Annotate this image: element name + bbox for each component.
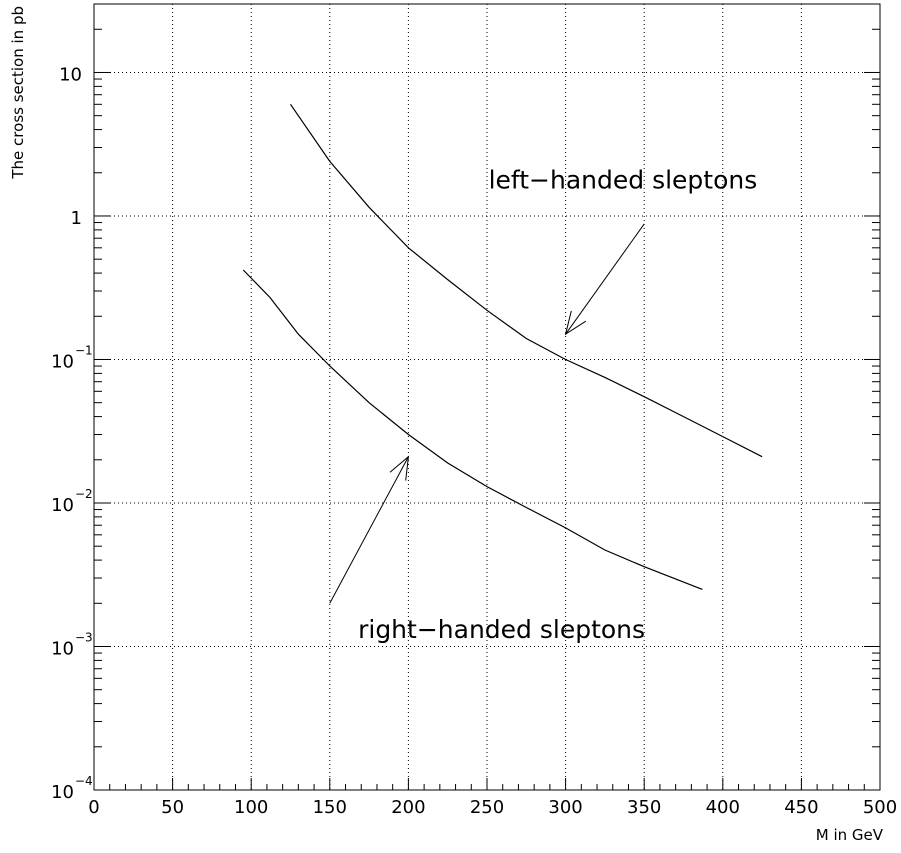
series: [242, 103, 763, 590]
annotations: left−handed sleptons right−handed slepton…: [329, 166, 758, 644]
y-tick-label: 10: [51, 351, 74, 372]
grid: [94, 4, 880, 790]
annotation-arrow-shaft: [329, 456, 409, 604]
annotation-text: right−handed sleptons: [358, 615, 645, 644]
x-tick-label: 350: [627, 797, 661, 818]
annotation-arrow-head: [564, 310, 587, 336]
labels: M in GeV The cross section in pb 0 50 100 1…: [9, 6, 897, 844]
x-tick-label: 450: [784, 797, 818, 818]
y-tick-label: 10: [51, 495, 74, 516]
x-tick-label: 400: [706, 797, 740, 818]
annotation-arrow-shaft: [565, 223, 645, 335]
x-tick-label: 150: [313, 797, 347, 818]
y-tick-label: 10: [59, 64, 82, 85]
y-tick-label: 10: [51, 638, 74, 659]
y-axis-title: The cross section in pb: [9, 6, 27, 180]
x-tick-label: 50: [161, 797, 184, 818]
series-line-2: [242, 269, 703, 590]
y-tick-label: 1: [71, 208, 82, 229]
x-tick-label: 250: [470, 797, 504, 818]
x-axis-title: M in GeV: [816, 826, 884, 844]
x-tick-label: 300: [548, 797, 582, 818]
x-tick-label: 200: [391, 797, 425, 818]
series-line-1: [290, 103, 763, 458]
y-tick-label: 10: [51, 782, 74, 803]
annotation-text: left−handed sleptons: [489, 166, 758, 195]
y-tick-exponent: −2: [75, 487, 93, 501]
annotation-arrow-head: [389, 455, 410, 481]
x-tick-label: 0: [88, 797, 99, 818]
x-tick-label: 100: [234, 797, 268, 818]
ticks: [93, 28, 881, 791]
x-tick-label: 500: [863, 797, 897, 818]
y-tick-exponent: −1: [75, 343, 93, 357]
y-tick-exponent: −3: [75, 630, 93, 644]
y-tick-exponent: −4: [75, 774, 93, 788]
